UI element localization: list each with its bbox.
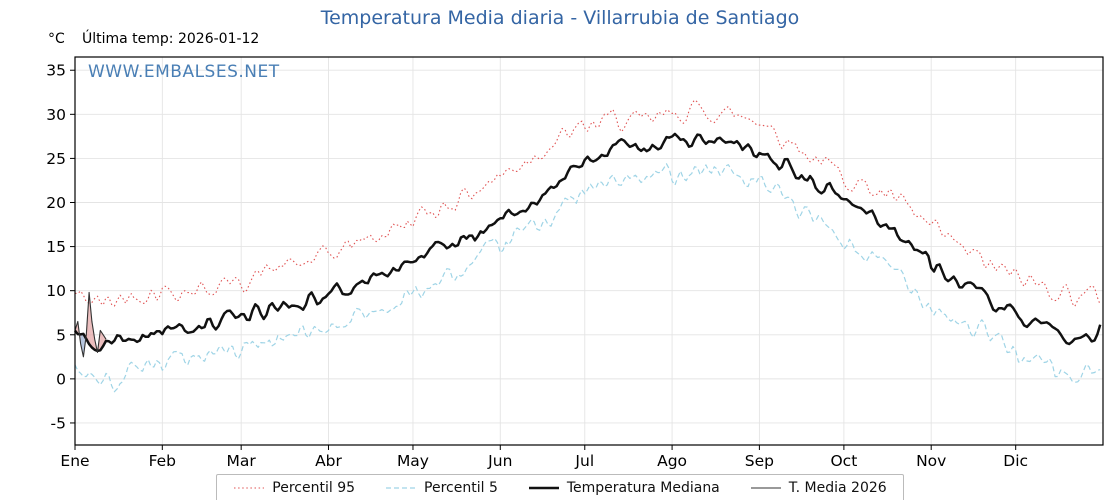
legend: Percentil 95 Percentil 5 Temperatura Media… xyxy=(0,474,1120,500)
legend-label: T. Media 2026 xyxy=(788,480,887,496)
legend-sample-percentil-5 xyxy=(386,487,417,489)
y-axis-units-label: °C xyxy=(48,31,65,47)
x-tick-label: Oct xyxy=(830,452,857,470)
x-tick-label: Dic xyxy=(1003,452,1028,470)
y-tick-label: 15 xyxy=(46,238,66,256)
legend-sample-t-media-2026 xyxy=(750,487,781,489)
legend-label: Percentil 5 xyxy=(424,480,498,496)
x-tick-label: Mar xyxy=(227,452,257,470)
y-tick-label: 35 xyxy=(46,62,66,80)
legend-item-temperatura-mediana: Temperatura Mediana xyxy=(528,480,720,496)
x-tick-label: Ene xyxy=(60,452,89,470)
y-tick-label: 20 xyxy=(46,194,66,212)
legend-item-t-media-2026: T. Media 2026 xyxy=(750,480,887,496)
last-temp-label: Última temp: 2026-01-12 xyxy=(82,31,260,47)
band-above-median xyxy=(89,292,92,348)
x-tick-label: May xyxy=(397,452,429,470)
y-tick-label: -5 xyxy=(51,414,66,432)
y-tick-label: 10 xyxy=(46,282,66,300)
plot-frame xyxy=(74,56,1104,446)
series-percentil-95 xyxy=(74,99,1101,307)
legend-sample-percentil-95 xyxy=(234,487,265,489)
series-temperatura-mediana xyxy=(74,132,1102,353)
x-tick-label: Jun xyxy=(487,452,512,470)
legend-sample-temperatura-mediana xyxy=(528,486,559,490)
x-tick-label: Jul xyxy=(574,452,594,470)
legend-label: Percentil 95 xyxy=(272,480,356,496)
x-tick-label: Feb xyxy=(149,452,176,470)
legend-label: Temperatura Mediana xyxy=(566,480,720,496)
x-tick-label: Ago xyxy=(657,452,687,470)
watermark: WWW.EMBALSES.NET xyxy=(88,62,280,82)
legend-box: Percentil 95 Percentil 5 Temperatura Media… xyxy=(216,474,904,500)
series-t-media-2026 xyxy=(74,291,107,358)
chart-title: Temperatura Media diaria - Villarrubia d… xyxy=(320,7,800,29)
x-tick-label: Abr xyxy=(315,452,342,470)
legend-item-percentil-95: Percentil 95 xyxy=(233,480,355,496)
legend-item-percentil-5: Percentil 5 xyxy=(385,480,498,496)
y-tick-label: 5 xyxy=(56,326,66,344)
series-percentil-5 xyxy=(74,163,1101,393)
x-tick-label: Sep xyxy=(745,452,774,470)
x-tick-label: Nov xyxy=(916,452,946,470)
y-tick-label: 25 xyxy=(46,150,66,168)
y-tick-label: 0 xyxy=(56,370,66,388)
y-tick-label: 30 xyxy=(46,106,66,124)
